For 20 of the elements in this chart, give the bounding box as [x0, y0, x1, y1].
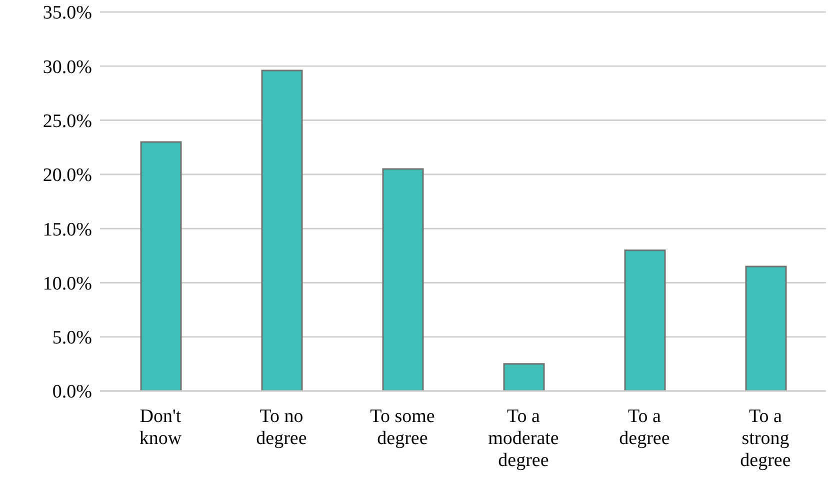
bar [624, 249, 666, 391]
y-tick-label: 30.0% [42, 56, 92, 78]
x-tick-label: To a strong degree [740, 406, 791, 471]
x-tick-label: To no degree [256, 406, 307, 449]
y-tick-label: 35.0% [42, 2, 92, 24]
x-tick-label: To a degree [619, 406, 670, 449]
bar [261, 70, 303, 391]
x-tick-label: To a moderate degree [488, 406, 559, 471]
x-tick-label: Don't know [139, 406, 182, 449]
y-tick-label: 25.0% [42, 111, 92, 132]
y-tick-label: 10.0% [42, 273, 92, 294]
x-tick-label: To some degree [370, 406, 435, 449]
bar [140, 141, 182, 391]
bar [745, 266, 787, 391]
y-tick-label: 5.0% [52, 328, 92, 349]
y-tick-label: 20.0% [42, 165, 92, 186]
bar [503, 363, 545, 391]
bar [382, 168, 424, 391]
y-tick-label: 15.0% [42, 219, 92, 240]
y-tick-label: 0.0% [52, 382, 92, 403]
